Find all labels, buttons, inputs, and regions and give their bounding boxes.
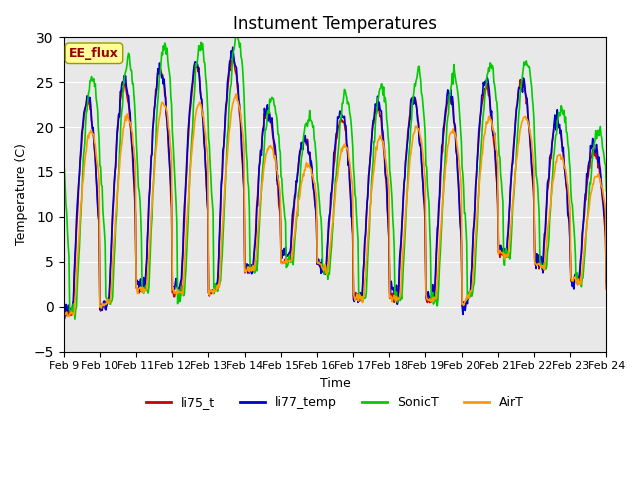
Y-axis label: Temperature (C): Temperature (C) [15, 144, 28, 245]
X-axis label: Time: Time [319, 377, 350, 390]
Text: EE_flux: EE_flux [69, 47, 119, 60]
Legend: li75_t, li77_temp, SonicT, AirT: li75_t, li77_temp, SonicT, AirT [141, 391, 529, 414]
Title: Instument Temperatures: Instument Temperatures [233, 15, 437, 33]
